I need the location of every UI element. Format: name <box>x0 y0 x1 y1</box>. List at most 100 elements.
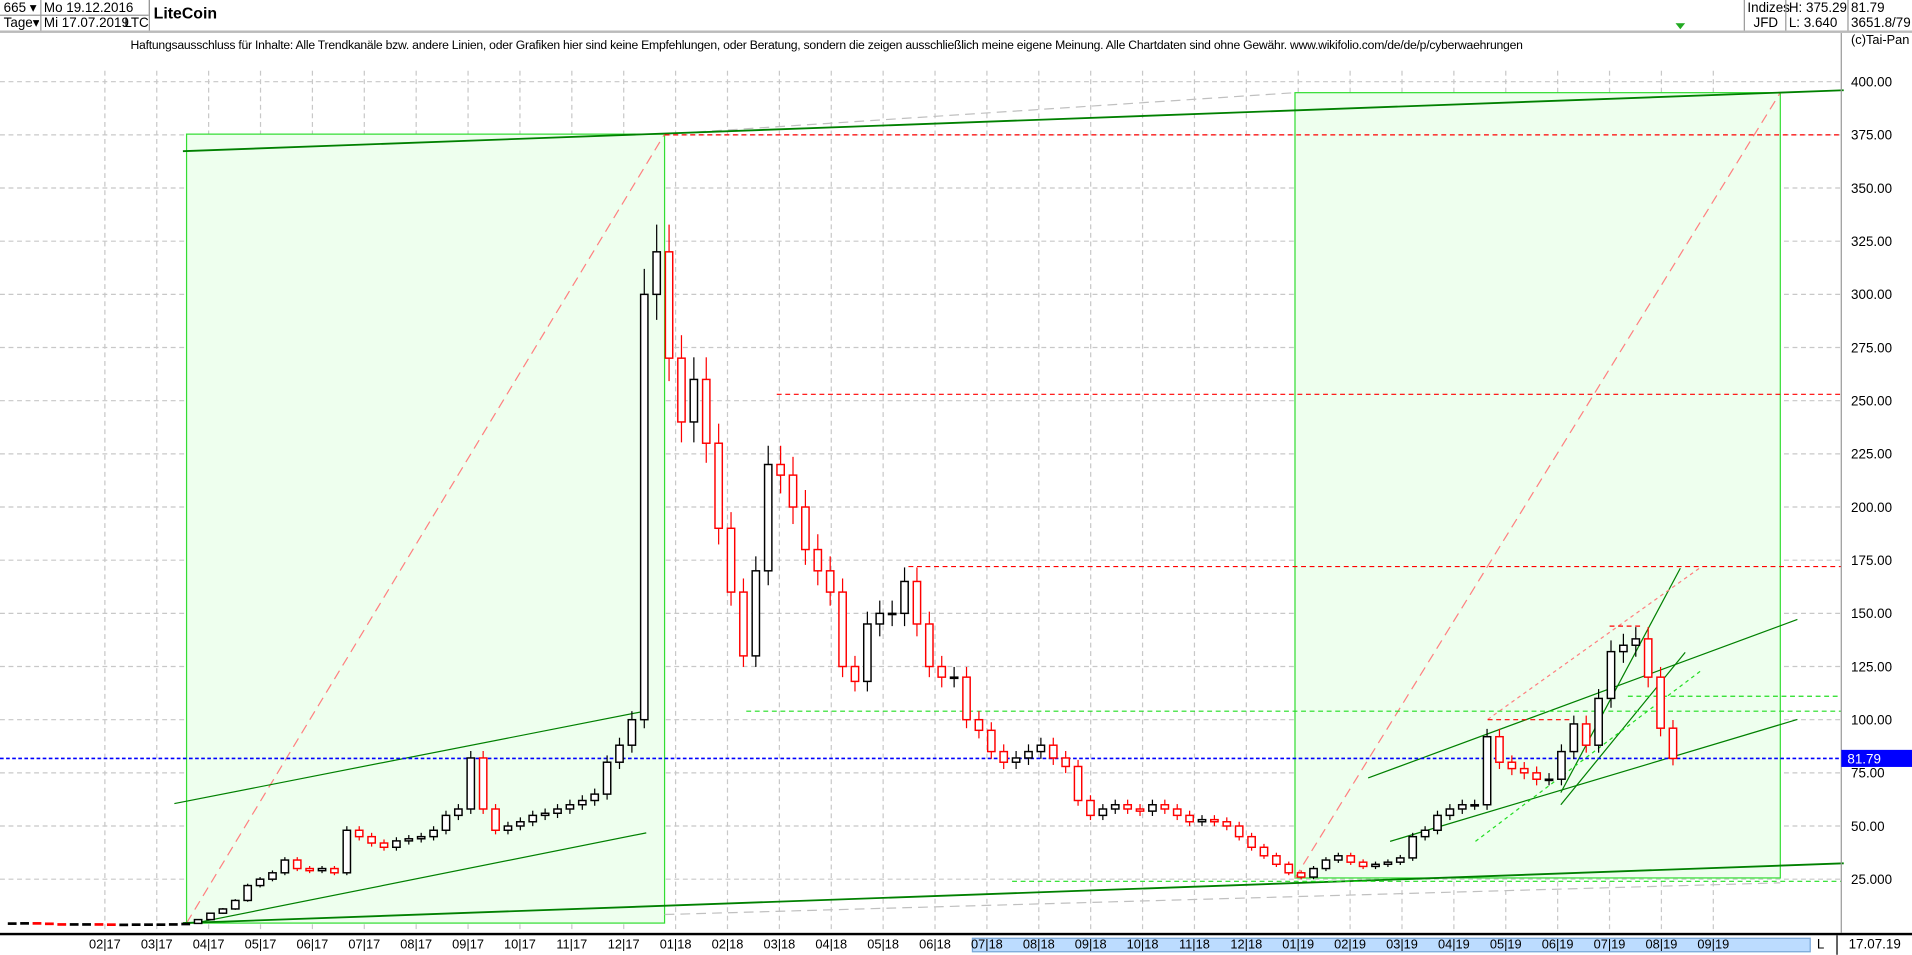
upper-trend-line <box>182 89 1844 153</box>
x-tick-label: 04|18 <box>815 937 848 953</box>
candle-up <box>69 923 79 926</box>
candle-down <box>330 867 339 874</box>
x-tick-label: 12|18 <box>1230 937 1263 953</box>
symbol: LTC <box>124 15 149 31</box>
candle-up <box>1197 818 1207 823</box>
candle-up <box>1383 861 1393 866</box>
candle-up <box>1420 829 1430 838</box>
candle-down <box>739 591 748 657</box>
copyright: (c)Tai-Pan <box>1851 32 1910 48</box>
lower-trend-line <box>182 862 1844 924</box>
candle-down <box>850 665 860 683</box>
candle-down <box>1160 804 1170 810</box>
candle-down <box>912 580 922 625</box>
x-tick-label: 06|18 <box>919 937 951 953</box>
candle-up <box>317 867 327 872</box>
start-date[interactable]: Mo 19.12.2016 <box>43 1 134 16</box>
y-tick-label: 50.00 <box>1851 819 1885 834</box>
candle-up <box>1544 778 1554 782</box>
candle-up <box>243 884 253 902</box>
chart-title: LiteCoin <box>153 3 218 22</box>
y-tick-label: 325.00 <box>1851 234 1892 249</box>
candle-down <box>1048 744 1058 759</box>
candle-up <box>875 612 885 625</box>
period-select[interactable]: Tage▾ <box>3 15 40 31</box>
x-tick-label: 08|17 <box>400 937 433 953</box>
candle-up <box>1631 638 1641 646</box>
dashed-projection-line <box>664 882 1781 916</box>
candle-up <box>20 922 29 925</box>
candle-down <box>677 357 686 423</box>
candle-down <box>801 506 810 551</box>
candle-down <box>701 378 711 444</box>
candle-down <box>106 923 116 927</box>
candle-up <box>193 918 203 925</box>
candle-down <box>1296 872 1306 878</box>
candle-down <box>32 922 42 925</box>
candle-up <box>1321 859 1331 870</box>
candle-up <box>615 744 624 763</box>
x-tick-label: 07|18 <box>970 937 1003 953</box>
y-tick-label: 400.00 <box>1851 75 1892 90</box>
y-tick-label: 375.00 <box>1851 128 1892 143</box>
candle-down <box>986 729 996 753</box>
x-tick-label: 02|17 <box>88 937 121 953</box>
candle-up <box>590 793 600 802</box>
candle-up <box>429 829 438 838</box>
candle-up <box>577 799 587 806</box>
y-tick-label: 225.00 <box>1851 447 1892 462</box>
x-tick-label: 10|18 <box>1126 937 1159 953</box>
candle-up <box>1619 644 1628 653</box>
x-tick-label: 09|18 <box>1074 937 1107 953</box>
x-tick-label: 08|19 <box>1645 937 1678 953</box>
candle-up <box>887 612 897 616</box>
candle-up <box>553 808 562 814</box>
candle-up <box>1445 808 1455 817</box>
candle-down <box>1668 727 1678 760</box>
candle-up <box>900 580 909 615</box>
candle-down <box>1135 808 1145 812</box>
candle-up <box>751 570 761 657</box>
x-tick-label: 07|17 <box>348 937 381 953</box>
candle-down <box>1247 835 1256 849</box>
bars-count-select[interactable]: 665 ▾ <box>3 1 37 16</box>
candle-down <box>1656 676 1665 729</box>
last-price-tag <box>1841 749 1912 767</box>
candle-up <box>441 814 451 831</box>
candle-down <box>1271 855 1281 866</box>
candle-down <box>379 842 389 849</box>
candle-up <box>1309 867 1318 878</box>
time-axis: 02|17 03|17 04|17 05|17 06|17 07|17 08|17 09|17… <box>0 932 1912 955</box>
candle-down <box>937 665 947 678</box>
channel-line <box>1367 618 1798 779</box>
exchange-label: JFD <box>1753 15 1779 31</box>
high-value: H: 375.29 <box>1788 1 1848 16</box>
marker-triangle-icon <box>1675 23 1686 30</box>
candle-up <box>652 251 662 296</box>
bars-count-value: 665 <box>3 1 27 16</box>
candle-up <box>206 912 215 921</box>
candle-up <box>1433 814 1442 831</box>
candle-up <box>503 825 513 831</box>
l-label[interactable]: L <box>1816 937 1825 953</box>
candle-down <box>1532 772 1542 780</box>
candle-up <box>540 812 550 817</box>
candle-up <box>1606 650 1616 700</box>
x-tick-label: 01|19 <box>1282 937 1315 953</box>
candle-down <box>1495 735 1504 763</box>
y-tick-label: 300.00 <box>1851 287 1892 302</box>
end-date[interactable]: Mi 17.07.2019 <box>43 15 129 31</box>
candle-up <box>565 804 575 810</box>
candle-up <box>392 840 401 849</box>
x-tick-label: 09|19 <box>1697 937 1730 953</box>
x-tick-label: 08|18 <box>1022 937 1055 953</box>
candle-up <box>1024 750 1033 759</box>
x-tick-label: 04|17 <box>192 937 225 953</box>
y-tick-label: 75.00 <box>1851 766 1885 781</box>
x-tick-label: 05|17 <box>244 937 277 953</box>
candle-down <box>1222 821 1232 827</box>
candle-down <box>292 859 302 870</box>
last-price-tag-text: 81.79 <box>1847 751 1881 766</box>
channel-line <box>174 710 647 805</box>
